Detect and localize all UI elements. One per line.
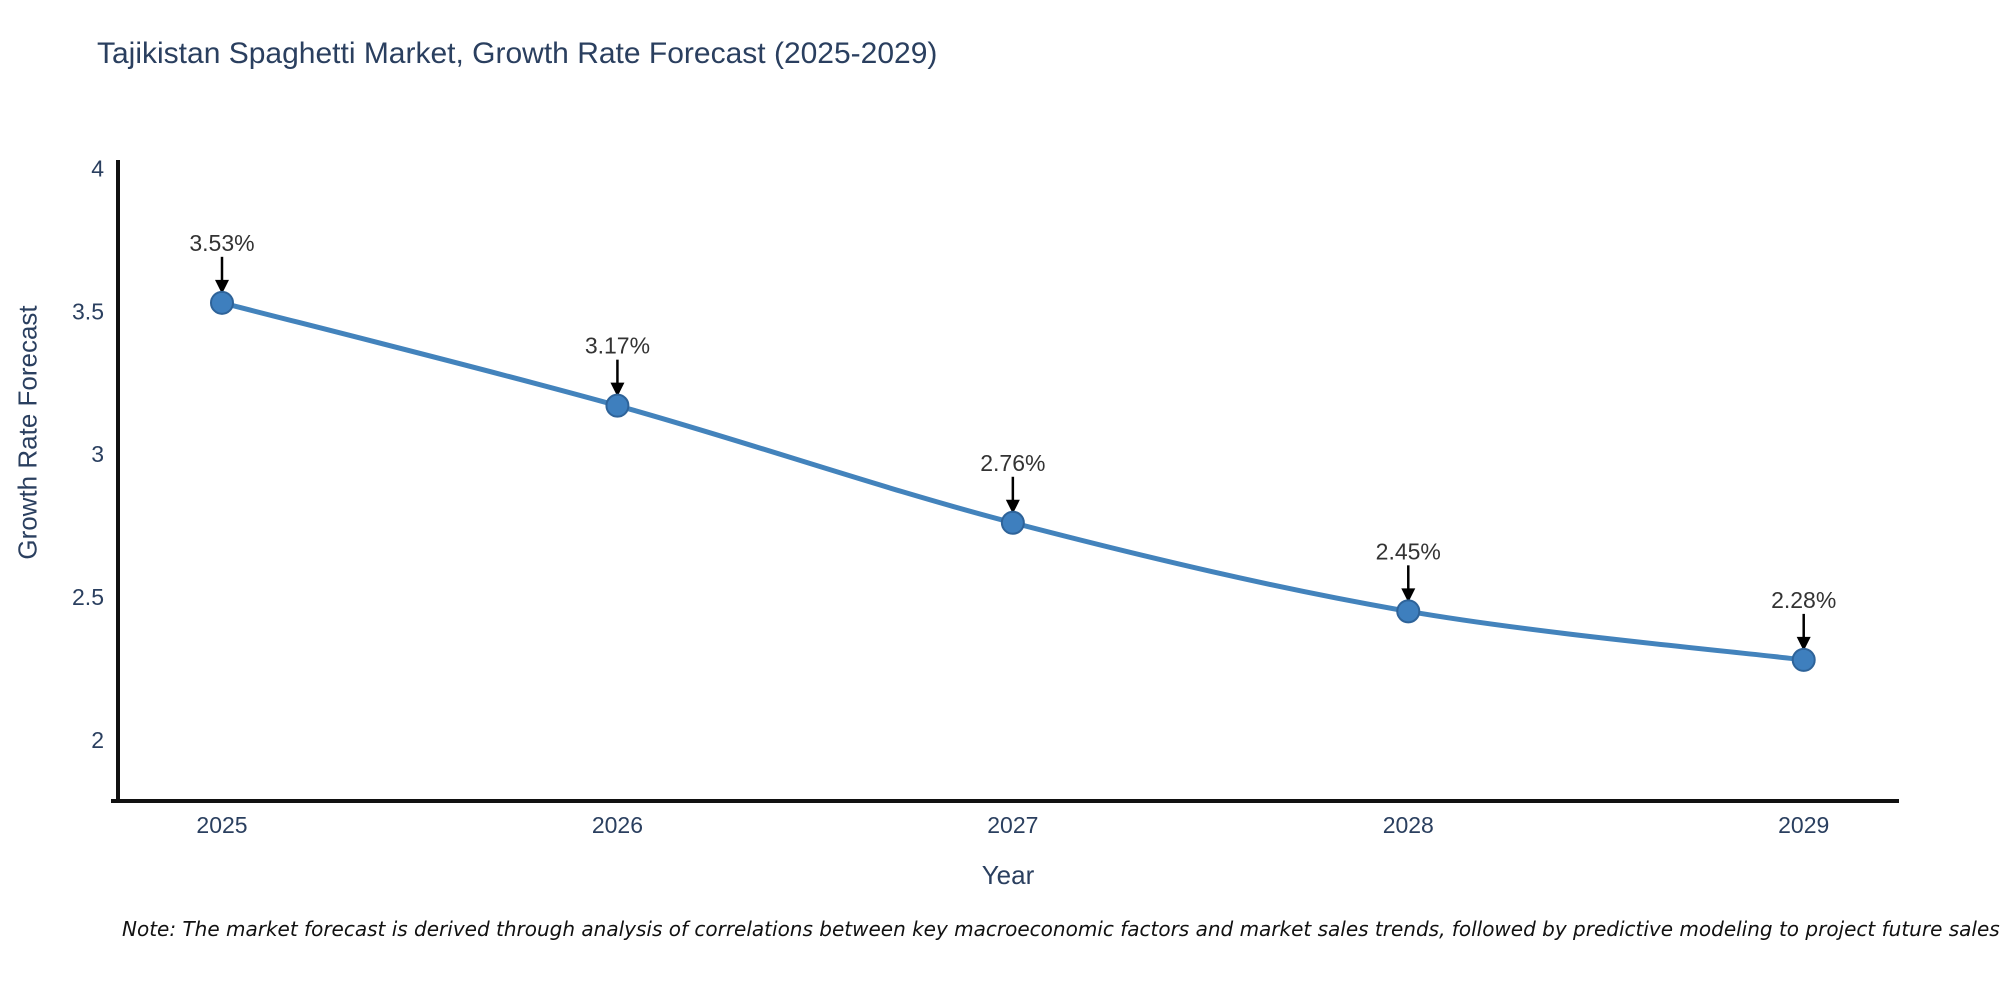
- data-point-marker: [1396, 599, 1421, 624]
- x-tick-label: 2028: [1383, 812, 1434, 838]
- data-point-label: 3.17%: [585, 333, 650, 359]
- x-tick-label: 2026: [592, 812, 643, 838]
- x-tick-label: 2027: [987, 812, 1038, 838]
- x-axis-title: Year: [981, 860, 1035, 890]
- x-tick-label: 2029: [1778, 812, 1829, 838]
- data-point-label: 2.76%: [980, 450, 1045, 476]
- data-point-marker: [1000, 510, 1025, 535]
- data-point-label: 3.53%: [189, 230, 254, 256]
- y-tick-label: 2: [91, 727, 104, 753]
- x-tick-label: 2025: [196, 812, 247, 838]
- chart-title: Tajikistan Spaghetti Market, Growth Rate…: [97, 37, 938, 70]
- annotation-arrow-head: [1005, 499, 1020, 514]
- y-tick-label: 4: [91, 156, 104, 182]
- data-point-label: 2.28%: [1771, 587, 1836, 613]
- data-point-marker: [1791, 647, 1816, 672]
- annotation-arrow-head: [1401, 588, 1416, 603]
- data-point-marker: [209, 290, 234, 315]
- y-tick-label: 2.5: [72, 584, 104, 610]
- y-axis-title: Growth Rate Forecast: [12, 305, 43, 560]
- annotation-arrow-head: [610, 382, 625, 397]
- y-tick-label: 3.5: [72, 298, 104, 324]
- y-tick-label: 3: [91, 441, 104, 467]
- data-point-label: 2.45%: [1376, 538, 1441, 564]
- annotation-arrow-head: [214, 279, 229, 294]
- annotation-arrow-head: [1796, 636, 1811, 651]
- footnote: Note: The market forecast is derived thr…: [122, 917, 2000, 941]
- data-point-marker: [605, 393, 630, 418]
